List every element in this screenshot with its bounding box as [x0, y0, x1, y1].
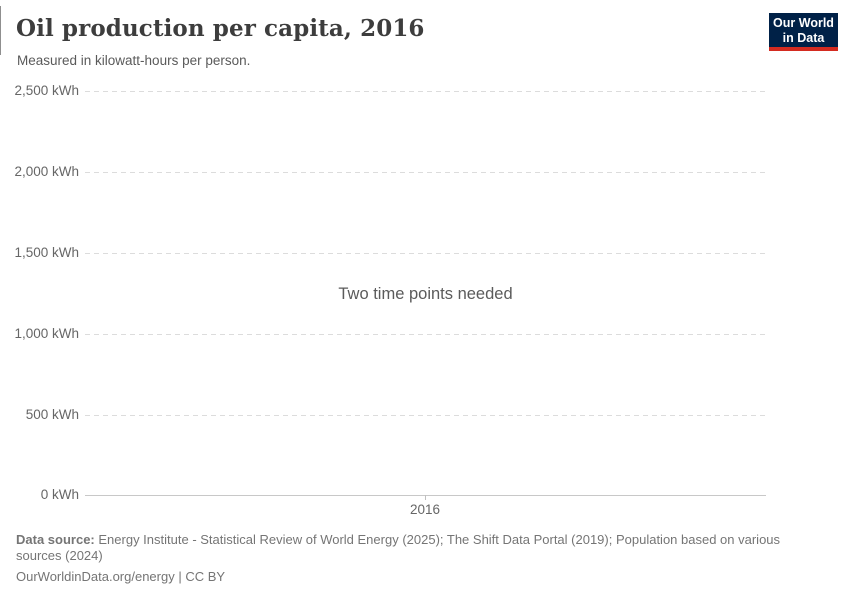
- chart-subtitle: Measured in kilowatt-hours per person.: [17, 53, 251, 68]
- data-source-text: Energy Institute - Statistical Review of…: [16, 532, 781, 563]
- gridline-500: [85, 415, 766, 416]
- owid-logo-line1: Our World: [773, 16, 834, 30]
- chart-footer: Data source: Energy Institute - Statisti…: [16, 532, 822, 585]
- page-title: Oil production per capita, 2016: [16, 15, 425, 42]
- gridline-1500: [85, 253, 766, 254]
- ytick-label-0: 0 kWh: [40, 487, 79, 502]
- plot-area: 2,500 kWh 2,000 kWh 1,500 kWh 1,000 kWh …: [14, 83, 766, 517]
- xtick-label-2016: 2016: [409, 502, 441, 517]
- data-source-label: Data source:: [16, 532, 95, 547]
- gridline-2500: [85, 91, 766, 92]
- gridline-2000: [85, 172, 766, 173]
- owid-logo[interactable]: Our World in Data: [769, 13, 838, 51]
- x-axis-tick-2016: [425, 495, 426, 500]
- left-edge-line: [0, 6, 1, 55]
- ytick-label-1500: 1,500 kWh: [14, 245, 79, 260]
- ytick-label-2500: 2,500 kWh: [14, 83, 79, 98]
- empty-state-message: Two time points needed: [338, 285, 513, 303]
- ytick-label-500: 500 kWh: [25, 407, 79, 422]
- license-link[interactable]: OurWorldinData.org/energy | CC BY: [16, 569, 226, 584]
- ytick-label-2000: 2,000 kWh: [14, 164, 79, 179]
- data-source-line: Data source: Energy Institute - Statisti…: [16, 532, 822, 563]
- gridline-1000: [85, 334, 766, 335]
- owid-logo-line2: in Data: [782, 31, 825, 45]
- ytick-label-1000: 1,000 kWh: [14, 326, 79, 341]
